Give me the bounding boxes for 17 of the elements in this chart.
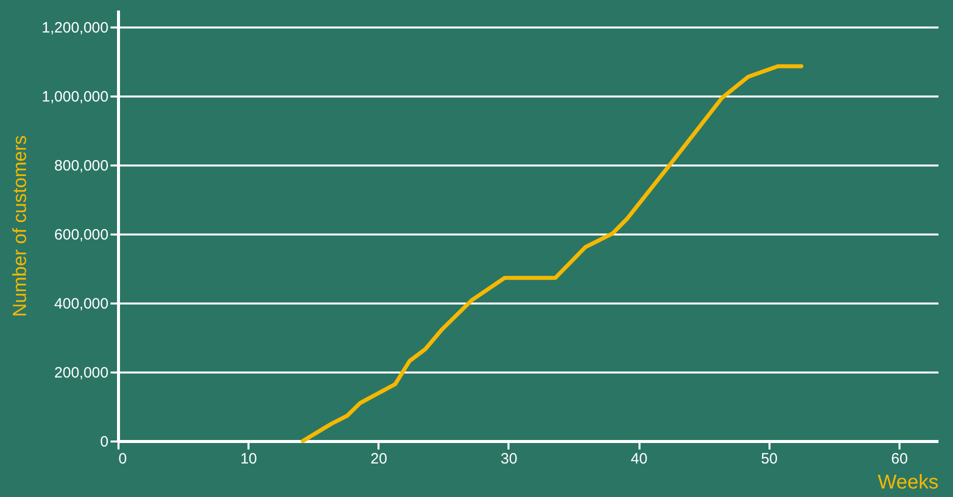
x-tick-label: 0	[118, 450, 127, 468]
y-axis-title: Number of customers	[10, 135, 31, 317]
y-tick-label: 200,000	[54, 364, 108, 382]
x-tick-label: 10	[240, 450, 258, 468]
x-tick-label: 60	[891, 450, 908, 468]
x-tick-label: 40	[630, 450, 648, 468]
y-tick-label: 1,200,000	[42, 20, 108, 37]
y-tick-label: 0	[100, 434, 108, 450]
line-series	[300, 64, 804, 443]
x-tick-label: 50	[760, 450, 778, 468]
x-tick-label: 20	[370, 450, 388, 468]
y-tick-label: 400,000	[54, 296, 108, 313]
y-tick-label: 800,000	[54, 158, 108, 175]
y-tick-label: 1,000,000	[42, 88, 108, 106]
y-tick-label: 600,000	[54, 226, 108, 244]
x-tick-label: 30	[500, 450, 518, 468]
x-axis-title: Weeks	[878, 472, 938, 494]
